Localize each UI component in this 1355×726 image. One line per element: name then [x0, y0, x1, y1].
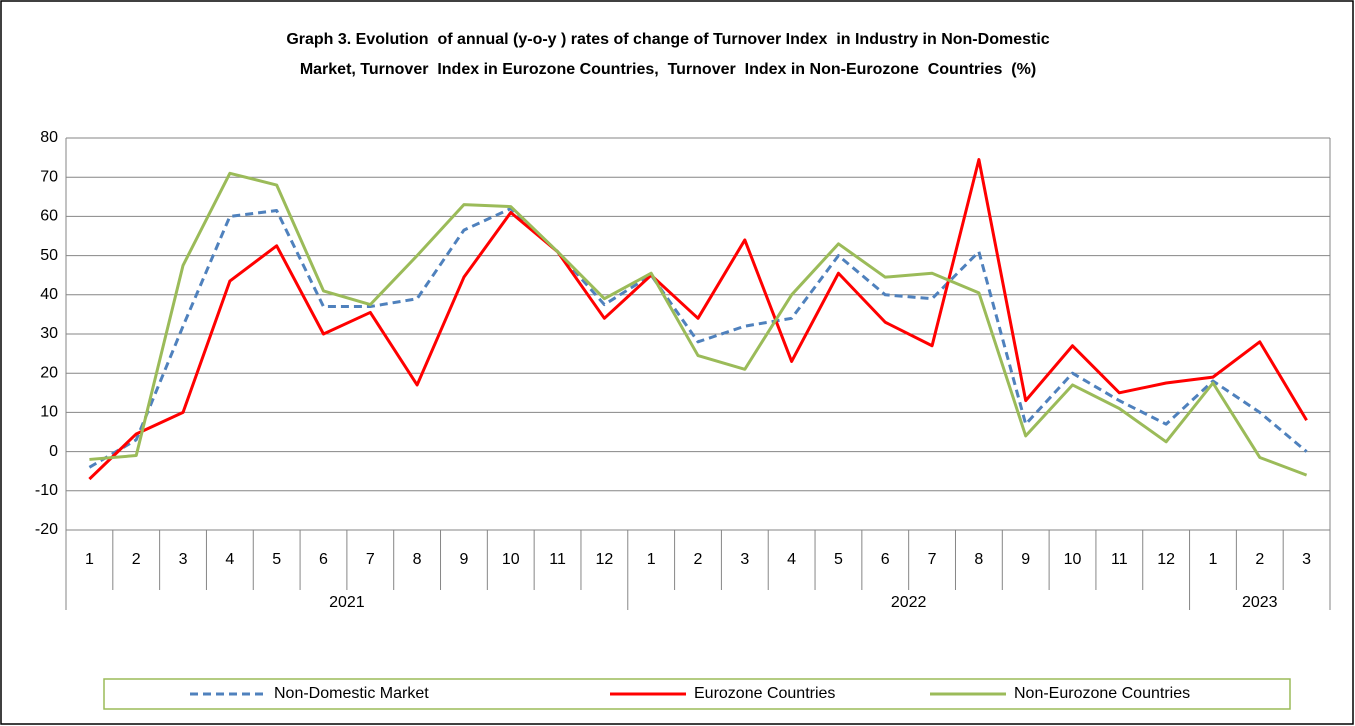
x-tick-label: 7	[366, 551, 375, 568]
y-tick-label: 80	[40, 129, 58, 146]
y-tick-label: 40	[40, 286, 58, 303]
x-tick-label: 2	[694, 551, 703, 568]
x-tick-label: 6	[881, 551, 890, 568]
x-tick-label: 1	[85, 551, 94, 568]
x-tick-label: 5	[272, 551, 281, 568]
legend-label: Non-Eurozone Countries	[1014, 685, 1190, 702]
y-tick-label: -10	[35, 482, 58, 499]
x-tick-label: 10	[1064, 551, 1082, 568]
legend-label: Non-Domestic Market	[274, 685, 429, 702]
y-tick-label: 10	[40, 404, 58, 421]
chart-title: Market, Turnover Index in Eurozone Count…	[300, 61, 1036, 78]
y-tick-label: 50	[40, 247, 58, 264]
y-tick-label: 20	[40, 364, 58, 381]
x-tick-label: 7	[928, 551, 937, 568]
legend-label: Eurozone Countries	[694, 685, 835, 702]
x-tick-label: 4	[787, 551, 796, 568]
x-tick-label: 4	[225, 551, 234, 568]
series-line	[88, 158, 1308, 481]
x-tick-label: 11	[549, 551, 566, 568]
x-tick-label: 1	[1209, 551, 1218, 568]
x-tick-label: 12	[595, 551, 613, 568]
group-label: 2021	[329, 594, 365, 611]
group-label: 2023	[1242, 594, 1278, 611]
x-tick-label: 2	[132, 551, 141, 568]
x-tick-label: 3	[740, 551, 749, 568]
series-line	[88, 207, 1308, 469]
x-tick-label: 9	[1021, 551, 1030, 568]
x-tick-label: 8	[974, 551, 983, 568]
y-tick-label: -20	[35, 521, 58, 538]
y-tick-label: 70	[40, 168, 58, 185]
legend-box	[103, 678, 1291, 710]
x-tick-label: 2	[1255, 551, 1264, 568]
x-tick-label: 3	[179, 551, 188, 568]
y-tick-label: 0	[49, 443, 58, 460]
x-tick-label: 9	[459, 551, 468, 568]
x-tick-label: 3	[1302, 551, 1311, 568]
series-line	[89, 171, 1308, 477]
x-tick-label: 6	[319, 551, 328, 568]
group-label: 2022	[891, 594, 927, 611]
x-tick-label: 11	[1111, 551, 1128, 568]
x-tick-label: 12	[1157, 551, 1175, 568]
y-tick-label: 60	[40, 208, 58, 225]
chart-title: Graph 3. Evolution of annual (y-o-y ) ra…	[286, 31, 1049, 48]
x-tick-label: 10	[502, 551, 520, 568]
x-tick-label: 8	[413, 551, 422, 568]
x-tick-label: 5	[834, 551, 843, 568]
x-tick-label: 1	[647, 551, 656, 568]
y-tick-label: 30	[40, 325, 58, 342]
